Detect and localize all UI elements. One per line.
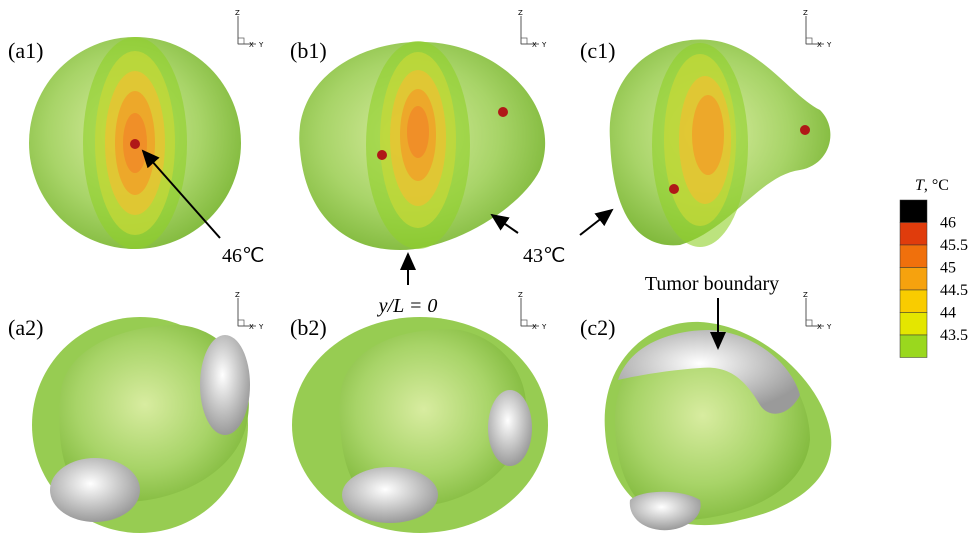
colorbar-label: 44 [940,305,956,322]
triad-label: Y [258,41,264,49]
triad-label: Z [235,9,240,17]
colorbar-swatch [900,200,927,223]
colorbar-swatch [900,290,927,313]
annotation: 43℃ [523,245,565,267]
triad-label: Z [235,291,240,299]
panel-label: (c2) [580,315,615,340]
colorbar-swatch [900,313,927,336]
egg-c1 [610,40,831,247]
colorbar-swatch [900,335,927,358]
annotation: 46℃ [222,245,264,267]
colorbar-swatch [900,268,927,291]
panel-label: (b2) [290,315,327,340]
annotation: y/L = 0 [377,295,438,317]
triad-box [238,38,244,44]
colorbar-label: 45 [940,260,956,277]
sphere-a1 [29,37,241,249]
colorbar-label: 45.5 [940,237,968,254]
triad-box [521,38,527,44]
arrow [580,210,612,235]
triad-label: X [532,323,537,331]
triad-label: Y [541,41,547,49]
triad-box [521,320,527,326]
triad-label: Z [803,291,808,299]
tumor-c2 [605,322,832,530]
colorbar-title: T, °C [915,177,949,194]
triad-label: X [817,41,822,49]
triad-label: Y [826,41,832,49]
triad-label: Z [518,9,523,17]
colorbar-unit: , °C [924,177,949,194]
colorbar-label: 43.5 [940,327,968,344]
panel-label: (b1) [290,38,327,63]
tumor-a2 [32,317,250,533]
triad-box [806,38,812,44]
triad-label: X [817,323,822,331]
triad-label: X [249,323,254,331]
colorbar-swatch [900,245,927,268]
triad-label: X [249,41,254,49]
panel-label: (a2) [8,315,43,340]
annotation: Tumor boundary [645,273,779,295]
triad-label: Z [803,9,808,17]
panel-label: (c1) [580,38,615,63]
colorbar-swatch [900,223,927,246]
egg-b1 [299,41,545,250]
arrow [492,215,518,233]
triad-label: Y [541,323,547,331]
triad-box [806,320,812,326]
tumor-b2 [292,317,548,533]
colorbar-label: 44.5 [940,282,968,299]
triad-label: Y [258,323,264,331]
panel-label: (a1) [8,38,43,63]
figure: (a1) (b1) (c1) (a2) (b2) (c2) 46℃ 43℃ y/… [0,0,971,539]
page: (a1) (b1) (c1) (a2) (b2) (c2) 46℃ 43℃ y/… [0,0,971,539]
triad-label: Z [518,291,523,299]
triad-label: Y [826,323,832,331]
colorbar-label: 46 [940,215,956,232]
triad-label: X [532,41,537,49]
triad-box [238,320,244,326]
